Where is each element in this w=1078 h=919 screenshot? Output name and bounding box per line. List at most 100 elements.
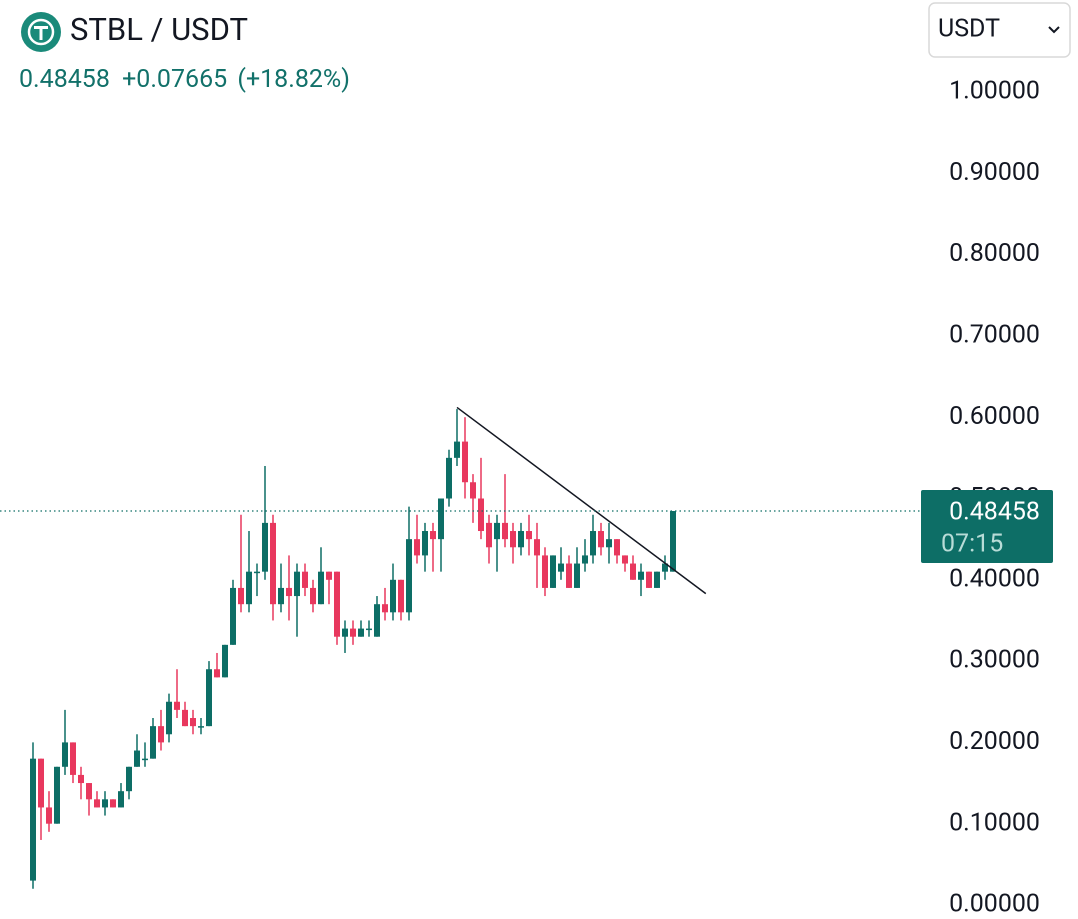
candle-body: [318, 571, 324, 605]
candle-body: [566, 563, 572, 588]
candle-body: [214, 669, 220, 678]
candle-body: [294, 571, 300, 597]
candle-body: [46, 807, 52, 824]
candle-body: [582, 555, 588, 564]
candle-body: [662, 563, 668, 572]
candle-body: [118, 791, 124, 808]
candle-body: [558, 563, 564, 572]
candle-body: [86, 783, 92, 800]
candle-body: [350, 628, 356, 637]
candle-body: [270, 522, 276, 605]
candle-body: [606, 539, 612, 548]
candle-body: [342, 628, 348, 637]
candle-body: [670, 511, 676, 572]
y-tick-label: 0.90000: [949, 158, 1040, 187]
countdown-label: 07:15: [941, 530, 1003, 559]
price-change-percent: (+18.82%): [237, 65, 350, 94]
y-tick-label: 0.70000: [949, 321, 1040, 350]
candle-body: [518, 531, 524, 548]
candle-body: [358, 628, 364, 637]
candle-body: [526, 531, 532, 540]
candle-body: [654, 571, 660, 588]
last-price-label: 0.48458: [949, 498, 1040, 527]
candle-body: [398, 579, 404, 613]
candle-body: [406, 539, 412, 613]
candle-body: [70, 742, 76, 775]
candle-body: [382, 604, 388, 613]
candle-body: [590, 531, 596, 556]
candle-body: [446, 457, 452, 499]
candle-body: [646, 571, 652, 588]
candle-body: [142, 758, 148, 761]
candle-body: [110, 799, 116, 808]
candle-body: [278, 587, 284, 605]
y-tick-label: 0.00000: [949, 890, 1040, 919]
candle-body: [222, 644, 228, 678]
candle-body: [54, 766, 60, 824]
candle-body: [206, 669, 212, 727]
candle-body: [166, 701, 172, 735]
y-tick-label: 0.80000: [949, 239, 1040, 268]
candle-body: [494, 522, 500, 540]
last-price: 0.48458: [19, 65, 110, 94]
candle-body: [454, 441, 460, 458]
candle-body: [254, 571, 260, 574]
candle-body: [614, 539, 620, 556]
coin-icon: [21, 12, 61, 52]
candle-body: [102, 799, 108, 808]
candle-body: [30, 758, 36, 881]
candle-body: [366, 628, 372, 631]
candle-body: [462, 441, 468, 483]
candle-body: [174, 701, 180, 710]
candle-body: [326, 571, 332, 580]
dropdown-label[interactable]: USDT: [938, 15, 1000, 44]
candle-body: [62, 742, 68, 767]
plot-area: 0.000000.100000.200000.300000.400000.500…: [0, 77, 1053, 919]
candle-body: [574, 563, 580, 588]
candle-body: [430, 531, 436, 540]
candle-body: [94, 799, 100, 808]
candle-body: [150, 726, 156, 759]
y-tick-label: 0.20000: [949, 727, 1040, 756]
last-price-box: [921, 490, 1053, 564]
candle-body: [638, 571, 644, 580]
candle-body: [502, 522, 508, 540]
candle-body: [470, 482, 476, 499]
candle-body: [238, 587, 244, 605]
candle-body: [374, 604, 380, 637]
candle-body: [630, 563, 636, 580]
candle-body: [246, 571, 252, 605]
candle-body: [126, 766, 132, 792]
candle-body: [550, 555, 556, 588]
candle-body: [422, 531, 428, 556]
candle-body: [262, 522, 268, 572]
candle-body: [310, 587, 316, 605]
y-tick-label: 1.00000: [949, 77, 1040, 106]
dropdown-box[interactable]: [928, 2, 1071, 58]
candle-body: [622, 555, 628, 564]
candle-body: [182, 709, 188, 727]
candle-body: [78, 774, 84, 784]
candle-body: [390, 579, 396, 613]
candle-body: [598, 531, 604, 548]
dropdown-chevron[interactable]: [1048, 26, 1060, 34]
candle-body: [230, 587, 236, 645]
candle-body: [302, 571, 308, 588]
price-change: +0.07665: [122, 65, 227, 94]
quote-dropdown[interactable]: USDT: [928, 2, 1071, 58]
candle-body: [198, 726, 204, 728]
candle-body: [486, 522, 492, 548]
candle-body: [542, 555, 548, 588]
candle-body: [414, 539, 420, 556]
candle-body: [510, 531, 516, 548]
trend-line: [456, 406, 707, 595]
candle-body: [478, 498, 484, 532]
candle-body: [190, 718, 196, 727]
candle-body: [534, 539, 540, 556]
y-tick-label: 0.10000: [949, 808, 1040, 837]
candle-body: [438, 498, 444, 540]
candle-body: [134, 750, 140, 767]
y-tick-label: 0.30000: [949, 646, 1040, 675]
y-tick-label: 0.60000: [949, 402, 1040, 431]
